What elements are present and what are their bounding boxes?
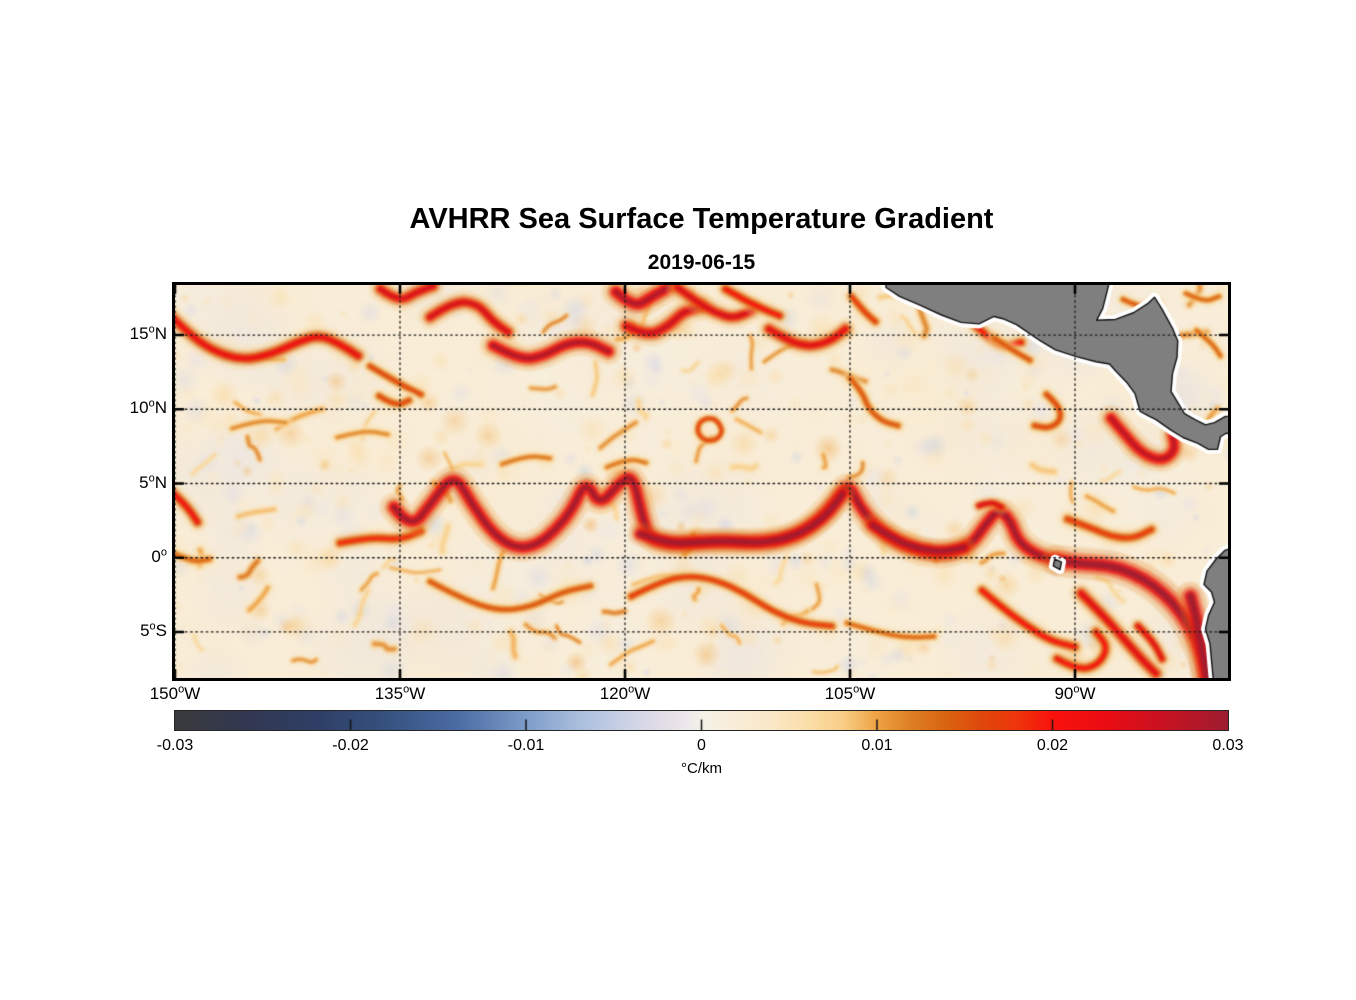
y-axis-tick-label: 5oS [140, 620, 167, 640]
colorbar-tick-label: 0.01 [861, 737, 893, 754]
x-axis-tick-label: 135oW [374, 683, 426, 703]
colorbar-canvas [175, 711, 1228, 730]
colorbar-frame [174, 710, 1229, 731]
plot-title: AVHRR Sea Surface Temperature Gradient [409, 203, 994, 235]
x-axis-tick-label: 105oW [824, 683, 876, 703]
sst-gradient-heatmap-canvas [175, 285, 1228, 678]
x-axis-tick-label: 120oW [599, 683, 651, 703]
y-axis-tick-label: 10oN [129, 397, 167, 418]
x-axis-tick-label: 150oW [149, 683, 201, 703]
colorbar-tick-label: -0.01 [507, 737, 545, 754]
colorbar-tick-label: 0 [697, 737, 706, 754]
colorbar-tick-label: -0.02 [332, 737, 369, 754]
map-axes-frame [172, 282, 1231, 681]
colorbar-unit-label: °C/km [681, 760, 722, 777]
colorbar-tick-label: 0.03 [1212, 737, 1244, 754]
plot-date-subtitle: 2019-06-15 [647, 251, 756, 274]
y-axis-tick-label: 15oN [129, 323, 167, 344]
y-axis-tick-label: 0o [151, 546, 167, 566]
colorbar-tick-label: -0.03 [156, 737, 194, 754]
y-axis-tick-label: 5oN [139, 471, 167, 492]
x-axis-tick-label: 90oW [1054, 683, 1096, 703]
colorbar-tick-label: 0.02 [1036, 737, 1069, 754]
